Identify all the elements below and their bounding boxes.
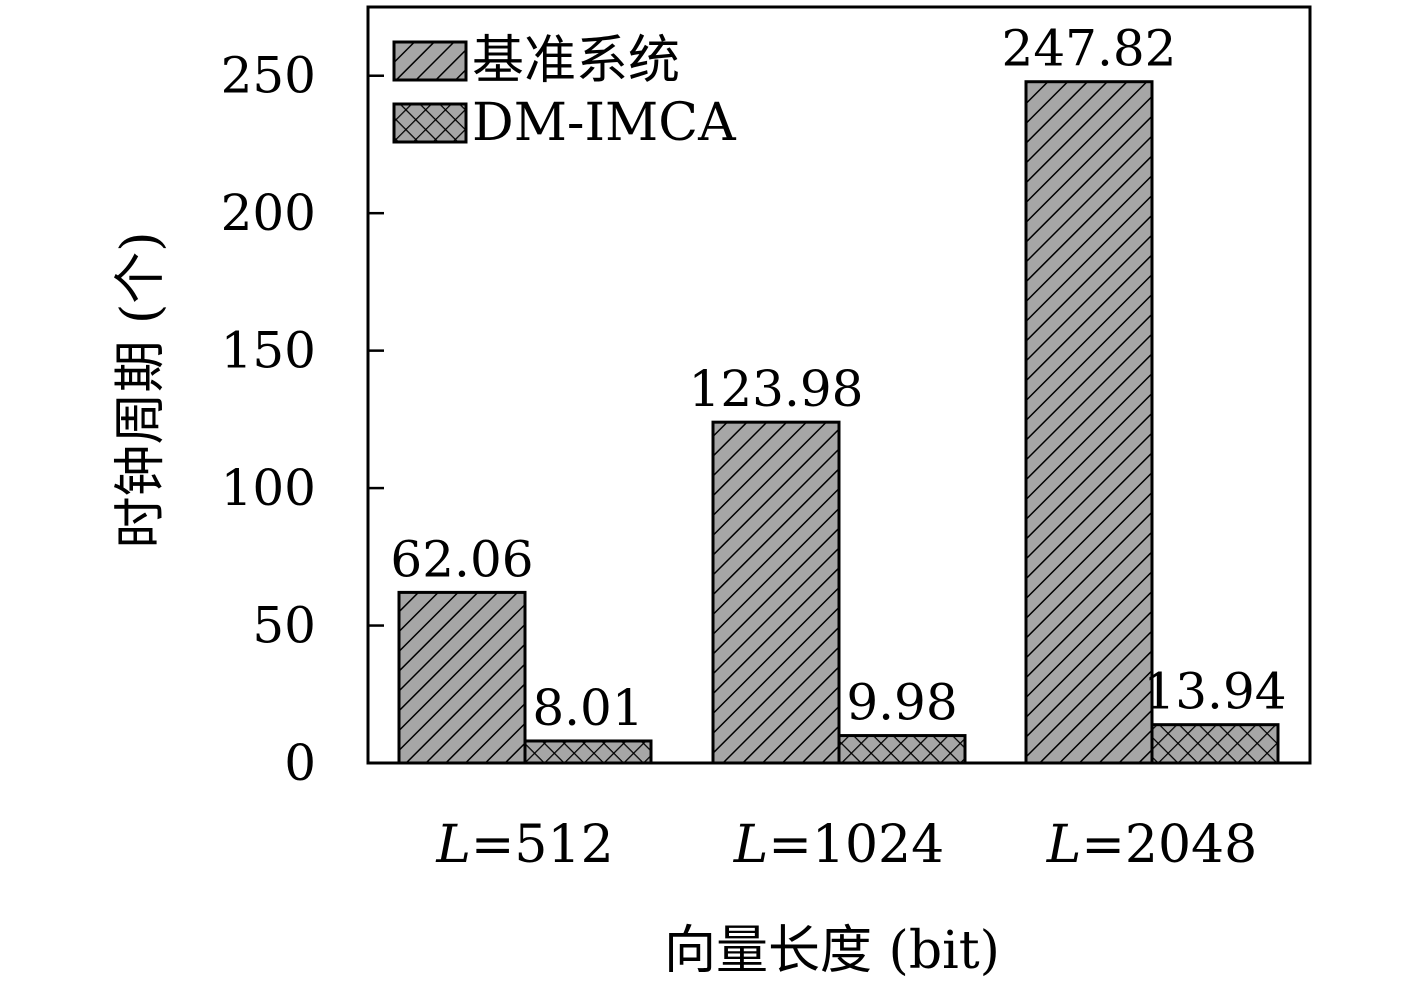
y-tick-label-3: 150 — [221, 322, 316, 380]
legend-swatch-baseline — [392, 40, 468, 82]
y-tick-label-5: 250 — [221, 47, 316, 105]
bar-dm-imca-0 — [523, 739, 653, 765]
x-tick-rest: =2048 — [1081, 815, 1257, 875]
x-tick-label-0: L=512 — [435, 815, 613, 875]
bars-layer — [397, 80, 1280, 765]
y-tick-label-2: 100 — [221, 459, 316, 517]
x-tick-var: L — [435, 815, 471, 875]
bar-baseline-1 — [711, 420, 841, 765]
x-tick-label-2: L=2048 — [1046, 815, 1257, 875]
data-label-baseline-2: 247.82 — [1002, 20, 1177, 78]
legend-label-baseline: 基准系统 — [472, 31, 680, 91]
x-tick-var: L — [733, 815, 769, 875]
data-labels-layer: 62.06 8.01 123.98 9.98 247.82 13.94 — [390, 20, 1286, 737]
y-axis-title: 时钟周期 (个) — [111, 231, 171, 548]
bar-dm-imca-2 — [1150, 723, 1280, 765]
legend-label-dm-imca: DM-IMCA — [472, 93, 737, 153]
data-label-dm-imca-0: 8.01 — [532, 679, 643, 737]
x-tick-var: L — [1046, 815, 1082, 875]
x-axis-title: 向量长度 (bit) — [664, 921, 1000, 981]
bar-baseline-0 — [397, 590, 527, 765]
x-tick-rest: =1024 — [768, 815, 944, 875]
data-label-dm-imca-2: 13.94 — [1143, 663, 1286, 721]
bar-baseline-2 — [1024, 80, 1154, 765]
legend-swatch-dm-imca — [392, 102, 468, 144]
y-tick-label-0: 0 — [284, 734, 316, 792]
data-label-baseline-1: 123.98 — [689, 360, 864, 418]
plot-frame — [366, 5, 1312, 765]
data-label-baseline-0: 62.06 — [390, 530, 533, 588]
bar-dm-imca-1 — [837, 734, 967, 765]
y-tick-label-4: 200 — [221, 184, 316, 242]
y-tick-label-1: 50 — [252, 597, 316, 655]
x-tick-rest: =512 — [471, 815, 614, 875]
x-tick-label-1: L=1024 — [733, 815, 944, 875]
data-label-dm-imca-1: 9.98 — [846, 674, 957, 732]
